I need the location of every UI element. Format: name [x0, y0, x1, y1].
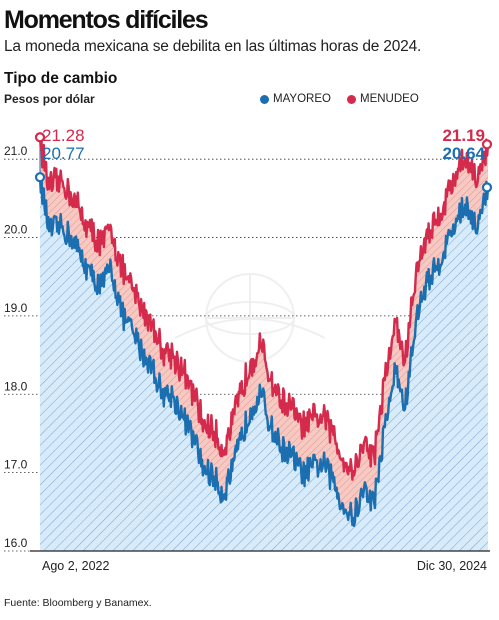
chart-title: Tipo de cambio [4, 70, 118, 87]
x-tick-start: Ago 2, 2022 [42, 559, 109, 573]
legend-item-menudeo: MENUDEO [347, 93, 419, 105]
legend-item-mayoreo: MAYOREO [260, 93, 331, 105]
page-subtitle: La moneda mexicana se debilita en las úl… [4, 38, 422, 55]
exchange-rate-chart: 16.0 17.0 18.0 19.0 20.0 21.0 Ago 2, 2022 Dic… [4, 126, 493, 573]
y-tick-labels: 16.0 17.0 18.0 19.0 20.0 21.0 [4, 144, 28, 550]
y-tick-label: 17.0 [4, 458, 28, 472]
page-title: Momentos difíciles [4, 6, 209, 34]
y-tick-label: 16.0 [4, 536, 28, 550]
x-tick-end: Dic 30, 2024 [417, 559, 487, 573]
chart-ylabel: Pesos por dólar [4, 92, 95, 106]
callout-end-mayoreo: 20.64 [442, 144, 485, 163]
chart-lines [38, 137, 490, 528]
legend-mayoreo-label: MAYOREO [273, 93, 331, 105]
y-tick-label: 21.0 [4, 144, 28, 158]
watermark-emblem [174, 273, 326, 363]
y-tick-label: 19.0 [4, 301, 28, 315]
marker-start-menudeo [34, 132, 46, 143]
y-tick-label: 20.0 [4, 223, 28, 237]
legend-menudeo-label: MENUDEO [360, 93, 419, 105]
endpoint-markers [34, 132, 493, 193]
callout-end-menudeo: 21.19 [442, 126, 485, 145]
marker-end-menudeo [481, 139, 493, 150]
y-tick-label: 18.0 [4, 379, 28, 393]
callout-start-menudeo: 21.28 [42, 126, 85, 145]
marker-end-mayoreo [481, 182, 493, 193]
marker-start-mayoreo [34, 172, 46, 183]
mayoreo-area [40, 174, 488, 552]
series-line-mayoreo [38, 173, 490, 528]
series-line-menudeo [38, 137, 490, 481]
legend-menudeo-dot [347, 94, 356, 104]
chart-areas [40, 137, 488, 552]
legend-mayoreo-dot [260, 94, 269, 104]
callout-start-mayoreo: 20.77 [42, 144, 85, 163]
source-note: Fuente: Bloomberg y Banamex. [4, 597, 152, 609]
